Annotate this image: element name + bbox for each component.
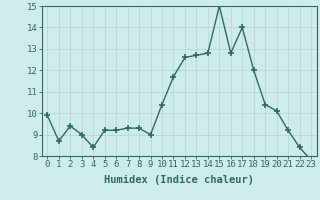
X-axis label: Humidex (Indice chaleur): Humidex (Indice chaleur) [104, 175, 254, 185]
